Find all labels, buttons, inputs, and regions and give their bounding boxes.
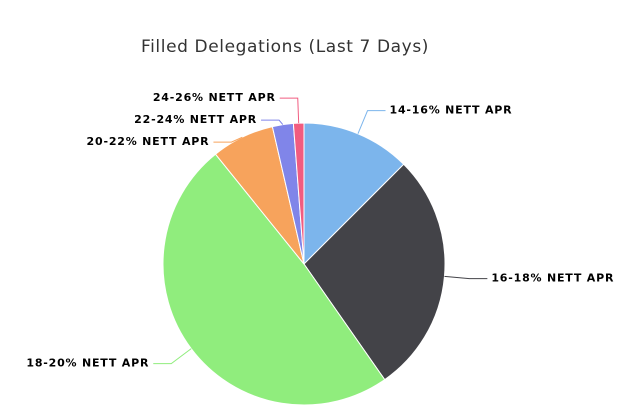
chart-title: Filled Delegations (Last 7 Days) (141, 37, 429, 57)
data-label: 20-22% NETT APR (87, 135, 210, 148)
data-label: 14-16% NETT APR (390, 104, 513, 117)
connector (261, 119, 284, 125)
data-label: 24-26% NETT APR (153, 91, 276, 104)
connector (213, 136, 243, 143)
data-label: 16-18% NETT APR (491, 272, 614, 285)
data-label: 22-24% NETT APR (134, 113, 257, 126)
pie-slice (303, 122, 405, 266)
connector (357, 110, 386, 134)
pie-slice (162, 153, 386, 406)
pie-slice (292, 122, 305, 265)
connector (279, 97, 300, 124)
data-label: 18-20% NETT APR (26, 357, 149, 370)
connector (153, 348, 192, 365)
connector (444, 275, 488, 280)
pie-slice (303, 163, 446, 381)
